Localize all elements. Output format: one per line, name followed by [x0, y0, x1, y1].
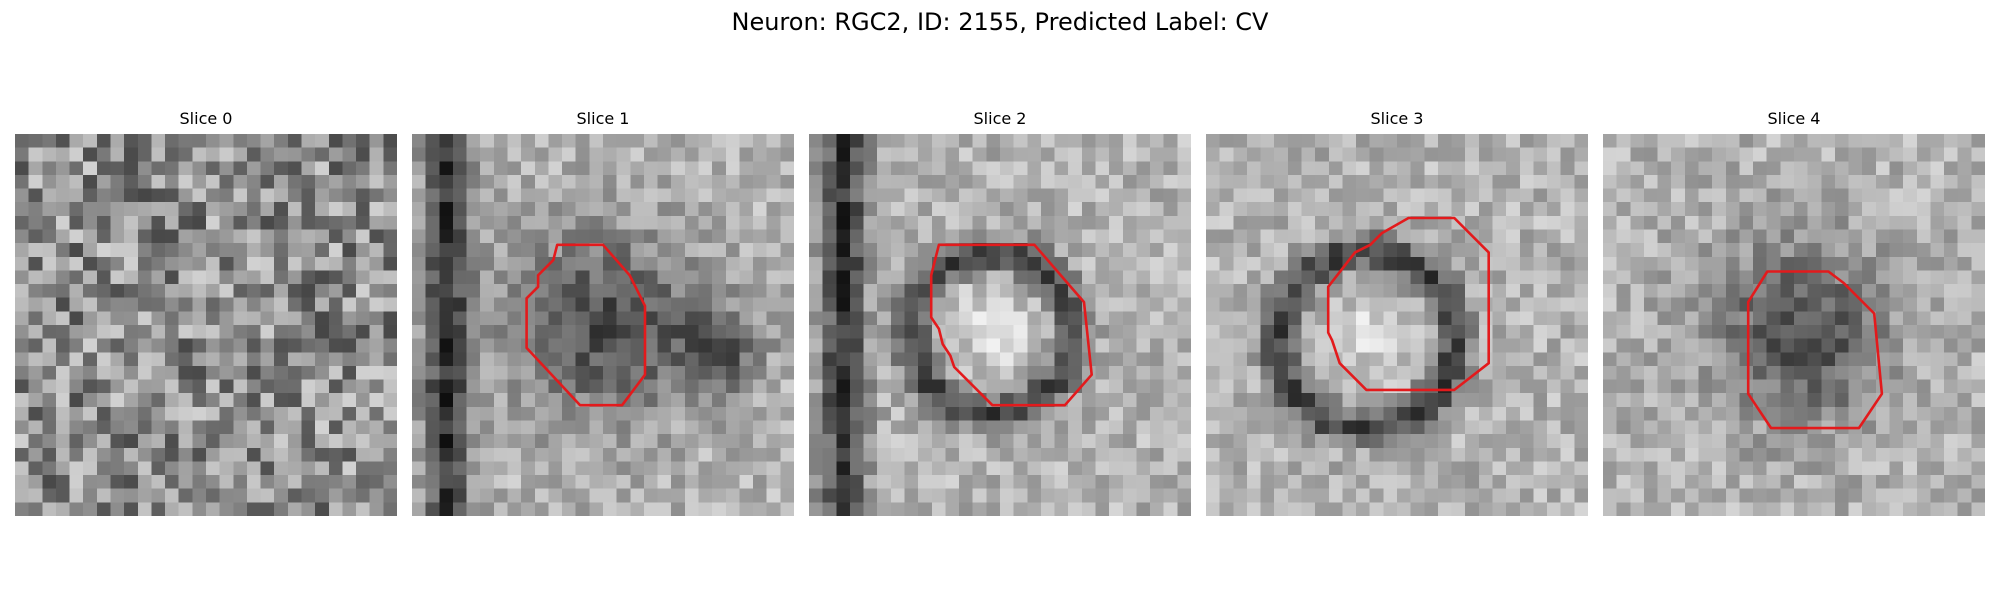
segmentation-contour	[525, 243, 647, 407]
slice-panel-0: Slice 0	[15, 108, 397, 520]
pixel-grid	[1206, 134, 1588, 516]
pixel-grid	[412, 134, 794, 516]
slice-title: Slice 2	[973, 109, 1027, 128]
slice-image-2	[809, 134, 1191, 516]
slice-panel-4: Slice 4	[1603, 108, 1985, 520]
slice-image-3	[1206, 134, 1588, 516]
slice-panel-3: Slice 3	[1206, 108, 1588, 520]
pixel-grid	[15, 134, 397, 516]
slice-panel-1: Slice 1	[412, 108, 794, 520]
slice-image-1	[412, 134, 794, 516]
segmentation-contour	[1746, 270, 1884, 430]
slice-title: Slice 4	[1767, 109, 1821, 128]
slice-title: Slice 0	[179, 109, 233, 128]
segmentation-contour	[1326, 216, 1491, 392]
slice-image-0	[15, 134, 397, 516]
figure-title: Neuron: RGC2, ID: 2155, Predicted Label:…	[731, 8, 1269, 36]
slice-title: Slice 3	[1370, 109, 1424, 128]
pixel-grid	[1603, 134, 1985, 516]
slice-title: Slice 1	[576, 109, 630, 128]
slice-image-4	[1603, 134, 1985, 516]
segmentation-contour	[929, 243, 1094, 407]
slice-panel-2: Slice 2	[809, 108, 1191, 520]
pixel-grid	[809, 134, 1191, 516]
